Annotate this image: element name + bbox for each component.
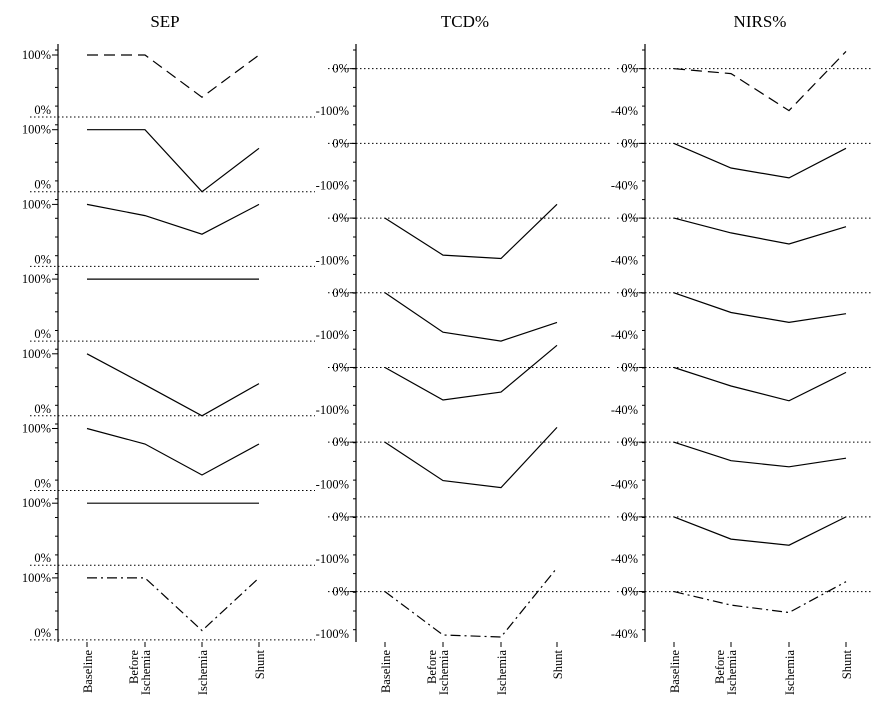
nirs-tick-label: -40% <box>611 478 638 492</box>
nirs-series-line <box>673 441 847 468</box>
tcd-series-line <box>384 426 558 489</box>
tcd-tick-label: -100% <box>316 627 349 641</box>
sep-tick-label: 100% <box>22 571 51 585</box>
nirs-tick-label: 0% <box>621 510 638 524</box>
sep-series-line <box>87 577 260 632</box>
nirs-tick-label: 0% <box>621 286 638 300</box>
nirs-tick-label: 0% <box>621 62 638 76</box>
sep-tick-label: 0% <box>34 477 51 491</box>
tcd-tick-label: 0% <box>332 62 349 76</box>
sep-category-label: Ischemia <box>196 650 210 696</box>
sep-tick-label: 0% <box>34 626 51 640</box>
nirs-category-label: Before <box>713 650 727 684</box>
nirs-tick-label: -40% <box>611 552 638 566</box>
sep-series-line <box>87 54 260 98</box>
nirs-series-line <box>673 217 847 245</box>
tcd-tick-label: -100% <box>316 328 349 342</box>
nirs-series-line <box>673 366 847 402</box>
tcd-title: TCD% <box>441 12 489 31</box>
sep-tick-label: 0% <box>34 551 51 565</box>
nirs-series-line <box>673 516 847 546</box>
tcd-series-line <box>384 344 558 401</box>
nirs-tick-label: 0% <box>621 435 638 449</box>
sep-title: SEP <box>150 12 179 31</box>
sep-tick-label: 100% <box>22 422 51 436</box>
tcd-category-label: Ischemia <box>495 650 509 696</box>
tcd-series-line <box>384 203 558 260</box>
tcd-tick-label: -100% <box>316 478 349 492</box>
tcd-tick-label: 0% <box>332 435 349 449</box>
tcd-tick-label: 0% <box>332 211 349 225</box>
sep-tick-label: 100% <box>22 496 51 510</box>
nirs-title: NIRS% <box>734 12 787 31</box>
sep-tick-label: 100% <box>22 272 51 286</box>
nirs-tick-label: 0% <box>621 360 638 374</box>
sep-category-label: Ischemia <box>139 650 153 696</box>
sep-tick-label: 0% <box>34 327 51 341</box>
sep-category-label: Baseline <box>81 650 95 693</box>
tcd-tick-label: -100% <box>316 552 349 566</box>
sep-tick-label: 100% <box>22 197 51 211</box>
tcd-tick-label: 0% <box>332 585 349 599</box>
nirs-tick-label: 0% <box>621 585 638 599</box>
nirs-tick-label: -40% <box>611 179 638 193</box>
sep-tick-label: 100% <box>22 48 51 62</box>
sep-tick-label: 0% <box>34 252 51 266</box>
sep-tick-label: 0% <box>34 103 51 117</box>
nirs-tick-label: -40% <box>611 104 638 118</box>
nirs-category-label: Ischemia <box>783 650 797 696</box>
tcd-tick-label: 0% <box>332 136 349 150</box>
sep-series-line <box>86 427 260 476</box>
nirs-series-line <box>673 142 847 179</box>
tcd-category-label: Baseline <box>379 650 393 693</box>
tcd-tick-label: -100% <box>316 253 349 267</box>
nirs-tick-label: -40% <box>611 328 638 342</box>
nirs-tick-label: -40% <box>611 253 638 267</box>
nirs-series-line <box>673 292 847 324</box>
sep-tick-label: 0% <box>34 178 51 192</box>
tcd-tick-label: -100% <box>316 104 349 118</box>
nirs-tick-label: -40% <box>611 403 638 417</box>
tcd-series-line <box>384 567 558 638</box>
tcd-tick-label: 0% <box>332 286 349 300</box>
nirs-series-line <box>673 581 847 614</box>
nirs-category-label: Baseline <box>668 650 682 693</box>
nirs-series-line <box>673 50 847 112</box>
tcd-tick-label: -100% <box>316 403 349 417</box>
sep-tick-label: 0% <box>34 402 51 416</box>
sep-tick-label: 100% <box>22 347 51 361</box>
tcd-category-label: Shunt <box>551 649 565 679</box>
sep-tick-label: 100% <box>22 123 51 137</box>
nirs-tick-label: 0% <box>621 136 638 150</box>
sep-category-label: Shunt <box>253 649 267 679</box>
tcd-tick-label: 0% <box>332 510 349 524</box>
nirs-category-label: Shunt <box>840 649 854 679</box>
nirs-tick-label: 0% <box>621 211 638 225</box>
tcd-tick-label: 0% <box>332 360 349 374</box>
sep-series-line <box>86 353 260 417</box>
tcd-category-label: Ischemia <box>437 650 451 696</box>
nirs-category-label: Ischemia <box>725 650 739 696</box>
tcd-tick-label: -100% <box>316 179 349 193</box>
tcd-series-line <box>384 292 558 342</box>
sep-category-label: Before <box>127 650 141 684</box>
tcd-category-label: Before <box>425 650 439 684</box>
sep-series-line <box>86 203 260 235</box>
nirs-tick-label: -40% <box>611 627 638 641</box>
sep-series-line <box>87 129 260 193</box>
